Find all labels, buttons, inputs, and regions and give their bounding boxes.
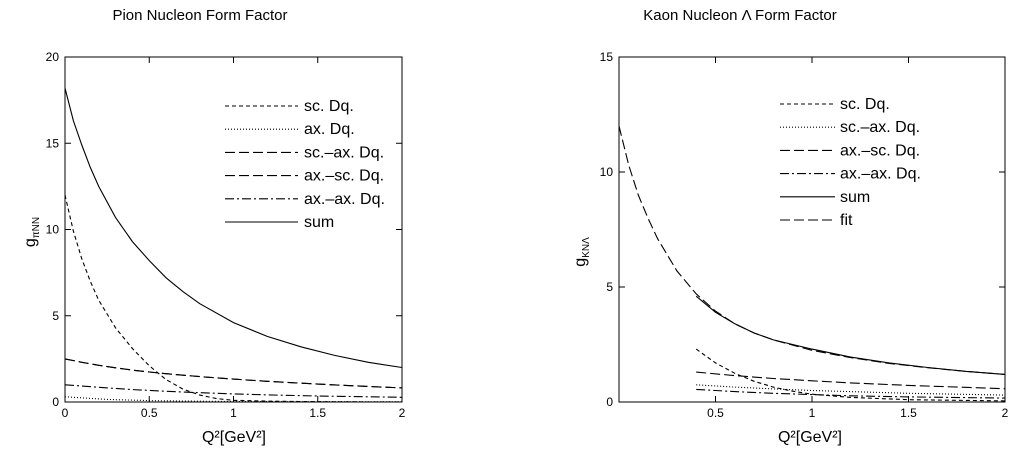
series-line-ax-ax-dq [64,384,403,398]
x-ticks: 0 0.5 1 1.5 2 [62,57,406,420]
y-axis-label: gKNΛ [572,237,592,267]
y-tick-label: 5 [606,280,613,294]
y-axis-label-main: g [572,258,589,267]
x-tick-label: 1.5 [900,406,917,420]
legend-label-sc-ax-dq: sc.–ax. Dq. [840,119,920,136]
chart-title: Pion Nucleon Form Factor [112,7,287,24]
legend-label-ax-ax-dq: ax.–ax. Dq. [840,166,921,183]
series-line-sc-dq [64,194,403,403]
y-tick-label: 0 [52,395,59,409]
y-tick-label: 5 [52,309,59,323]
y-ticks: 0 5 10 15 20 [46,50,402,409]
legend: sc. Dq. sc.–ax. Dq. ax.–sc. Dq. ax.–ax. Dq.… [780,96,921,229]
legend-label-sum: sum [304,214,334,231]
x-axis-label: Q²[GeV²] [778,429,842,446]
y-ticks: 0 5 10 15 [600,50,1005,409]
kaon-nucleon-lambda-chart: Kaon Nucleon Λ Form Factor 0 5 10 15 0.5 1 1.… [505,0,1010,455]
series-layer [64,87,403,403]
y-tick-label: 15 [600,50,614,64]
x-tick-label: 2 [399,406,406,420]
y-tick-label: 10 [600,165,614,179]
legend-label-fit: fit [840,212,853,229]
legend: sc. Dq. ax. Dq. sc.–ax. Dq. ax.–sc. Dq. ax.–… [225,98,385,231]
y-tick-label: 20 [46,50,60,64]
legend-label-sum: sum [840,189,870,206]
x-tick-label: 2 [1002,406,1009,420]
legend-label-sc-dq: sc. Dq. [840,96,890,113]
x-tick-label: 0 [62,406,69,420]
x-tick-label: 1 [230,406,237,420]
series-line-ax-sc-dq [64,358,403,389]
x-axis-label: Q²[GeV²] [202,429,266,446]
x-ticks: 0.5 1 1.5 2 [707,57,1009,420]
series-line-ax-dq [64,396,403,403]
y-axis-label-sub: πNN [31,217,42,238]
x-tick-label: 0.5 [707,406,724,420]
series-line-ax-sc-dq [696,371,1006,390]
x-tick-label: 1.5 [309,406,326,420]
legend-label-ax-sc-dq: ax.–sc. Dq. [840,142,920,159]
series-line-ax-ax-dq [696,388,1006,399]
x-tick-label: 0.5 [141,406,158,420]
y-axis-label-main: g [22,238,39,247]
y-tick-label: 10 [46,223,60,237]
legend-label-sc-ax-dq: sc.–ax. Dq. [304,144,384,161]
y-axis-label-sub: KNΛ [581,237,592,258]
series-line-sc-ax-dq [696,384,1006,396]
y-axis-label: gπNN [22,217,42,247]
series-line-sum [64,87,403,369]
pion-chart-svg: Pion Nucleon Form Factor 0 5 10 15 20 0 0.5 1 1… [22,7,406,446]
kaon-chart-svg: Kaon Nucleon Λ Form Factor 0 5 10 15 0.5 1 1.… [572,7,1009,446]
series-line-sum [695,295,1006,375]
legend-label-ax-dq: ax. Dq. [304,121,355,138]
legend-label-sc-dq: sc. Dq. [304,98,354,115]
y-tick-label: 0 [606,395,613,409]
legend-label-ax-ax-dq: ax.–ax. Dq. [304,191,385,208]
chart-title: Kaon Nucleon Λ Form Factor [643,7,836,24]
y-tick-label: 15 [46,136,60,150]
series-line-fit [618,125,1006,375]
series-line-sc-ax-dq [64,358,403,389]
legend-label-ax-sc-dq: ax.–sc. Dq. [304,168,384,185]
pion-nucleon-chart: Pion Nucleon Form Factor 0 5 10 15 20 0 0.5 1 1… [22,7,406,446]
x-tick-label: 1 [809,406,816,420]
series-layer [618,125,1006,402]
